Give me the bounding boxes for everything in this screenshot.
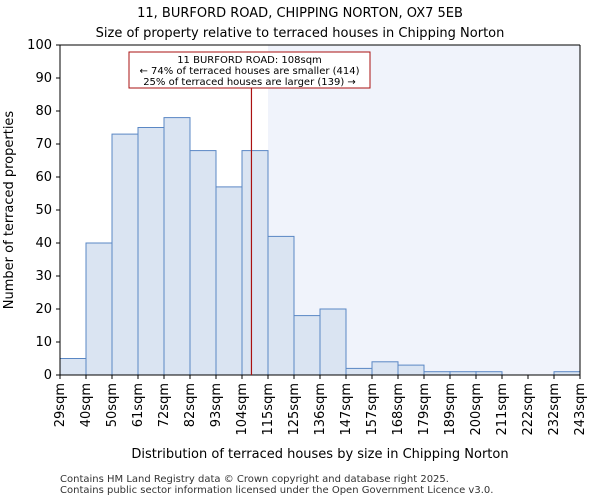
x-tick-label-157sqm: 157sqm — [365, 383, 380, 436]
bar-29sqm — [59, 358, 87, 376]
x-tick-label-136sqm: 136sqm — [313, 383, 328, 436]
x-tick-label-93sqm: 93sqm — [209, 383, 224, 427]
y-tick-label-80: 80 — [35, 104, 52, 119]
x-tick-label-189sqm: 189sqm — [443, 383, 458, 436]
bar-168sqm — [397, 364, 425, 376]
annotation-line-2: ← 74% of terraced houses are smaller (41… — [139, 66, 359, 77]
annotation-line-1: 11 BURFORD ROAD: 108sqm — [177, 55, 322, 66]
bar-157sqm — [371, 361, 399, 376]
y-tick-label-60: 60 — [35, 170, 52, 185]
x-tick-label-243sqm: 243sqm — [573, 383, 588, 436]
x-tick-label-29sqm: 29sqm — [53, 383, 68, 427]
y-tick-label-40: 40 — [35, 236, 52, 251]
x-tick-label-40sqm: 40sqm — [79, 383, 94, 427]
y-tick-label-20: 20 — [35, 302, 52, 317]
bar-104sqm — [241, 150, 269, 376]
x-tick-label-222sqm: 222sqm — [521, 383, 536, 436]
y-tick-label-100: 100 — [27, 38, 52, 53]
histogram-chart: 11, BURFORD ROAD, CHIPPING NORTON, OX7 5… — [2, 6, 588, 462]
bar-72sqm — [163, 117, 191, 376]
x-tick-label-115sqm: 115sqm — [261, 383, 276, 436]
bar-93sqm — [215, 186, 243, 376]
x-tick-label-232sqm: 232sqm — [547, 383, 562, 436]
x-tick-label-168sqm: 168sqm — [391, 383, 406, 436]
footer-line-2: Contains public sector information licen… — [60, 485, 494, 496]
bar-50sqm — [111, 133, 139, 376]
x-tick-label-50sqm: 50sqm — [105, 383, 120, 427]
x-tick-label-82sqm: 82sqm — [183, 383, 198, 427]
x-tick-label-200sqm: 200sqm — [469, 383, 484, 436]
x-tick-label-211sqm: 211sqm — [495, 383, 510, 436]
y-tick-label-10: 10 — [35, 335, 52, 350]
y-tick-label-30: 30 — [35, 269, 52, 284]
footer-line-1: Contains HM Land Registry data © Crown c… — [60, 474, 449, 485]
y-tick-label-70: 70 — [35, 137, 52, 152]
x-axis-label: Distribution of terraced houses by size … — [131, 447, 508, 462]
y-tick-label-90: 90 — [35, 71, 52, 86]
bar-136sqm — [319, 308, 347, 376]
chart-title: 11, BURFORD ROAD, CHIPPING NORTON, OX7 5… — [137, 6, 463, 21]
x-tick-label-72sqm: 72sqm — [157, 383, 172, 427]
y-tick-label-50: 50 — [35, 203, 52, 218]
annotation-line-3: 25% of terraced houses are larger (139) … — [143, 77, 356, 88]
bar-147sqm — [345, 367, 373, 376]
x-tick-label-179sqm: 179sqm — [417, 383, 432, 436]
bar-82sqm — [189, 150, 217, 376]
y-tick-label-0: 0 — [44, 368, 52, 383]
bar-61sqm — [137, 127, 165, 376]
y-axis-label: Number of terraced properties — [2, 111, 17, 310]
bar-125sqm — [293, 315, 321, 376]
x-tick-label-104sqm: 104sqm — [235, 383, 250, 436]
bar-115sqm — [267, 235, 295, 376]
x-tick-label-125sqm: 125sqm — [287, 383, 302, 436]
x-tick-label-61sqm: 61sqm — [131, 383, 146, 427]
annotation-box — [128, 51, 371, 89]
x-tick-label-147sqm: 147sqm — [339, 383, 354, 436]
chart-subtitle: Size of property relative to terraced ho… — [96, 26, 505, 41]
bar-40sqm — [85, 242, 113, 376]
